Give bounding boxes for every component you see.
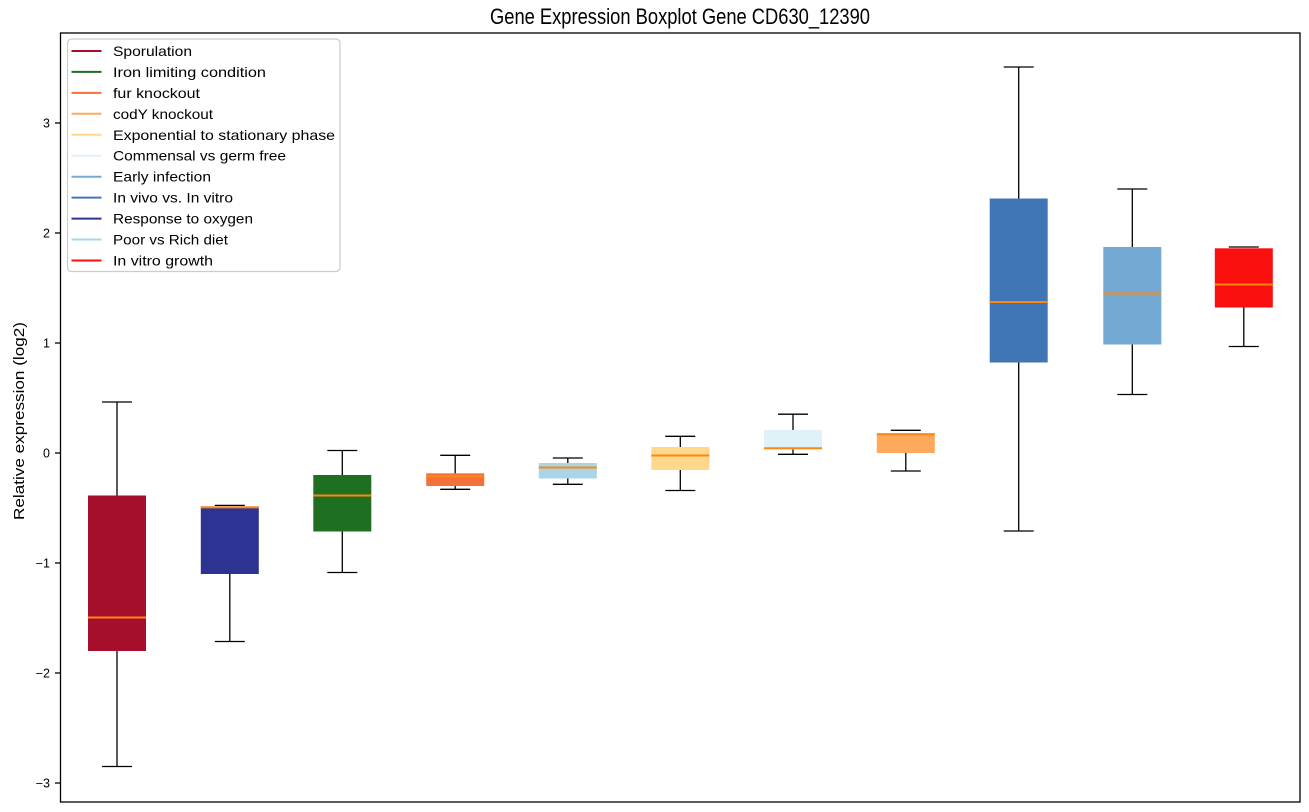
svg-text:In vivo vs. In vitro: In vivo vs. In vitro: [113, 190, 233, 206]
svg-text:Commensal vs germ free: Commensal vs germ free: [113, 148, 286, 164]
svg-text:Exponential to stationary phas: Exponential to stationary phase: [113, 127, 335, 143]
svg-text:−3: −3: [36, 777, 50, 791]
svg-text:Relative expression (log2): Relative expression (log2): [11, 322, 28, 520]
svg-text:−2: −2: [36, 667, 50, 681]
svg-text:Poor vs Rich diet: Poor vs Rich diet: [113, 232, 228, 248]
svg-text:3: 3: [43, 117, 50, 131]
svg-text:Early infection: Early infection: [113, 169, 211, 185]
svg-text:2: 2: [43, 227, 50, 241]
svg-text:1: 1: [43, 337, 50, 351]
svg-text:Response to oxygen: Response to oxygen: [113, 211, 253, 227]
svg-text:0: 0: [43, 447, 50, 461]
svg-text:Gene Expression Boxplot Gene C: Gene Expression Boxplot Gene CD630_12390: [490, 4, 870, 29]
svg-text:fur knockout: fur knockout: [113, 85, 200, 101]
svg-text:Iron limiting condition: Iron limiting condition: [113, 64, 266, 80]
svg-text:−1: −1: [36, 557, 50, 571]
svg-text:Sporulation: Sporulation: [113, 43, 192, 59]
svg-text:codY knockout: codY knockout: [113, 106, 213, 122]
svg-text:In vitro growth: In vitro growth: [113, 253, 213, 269]
